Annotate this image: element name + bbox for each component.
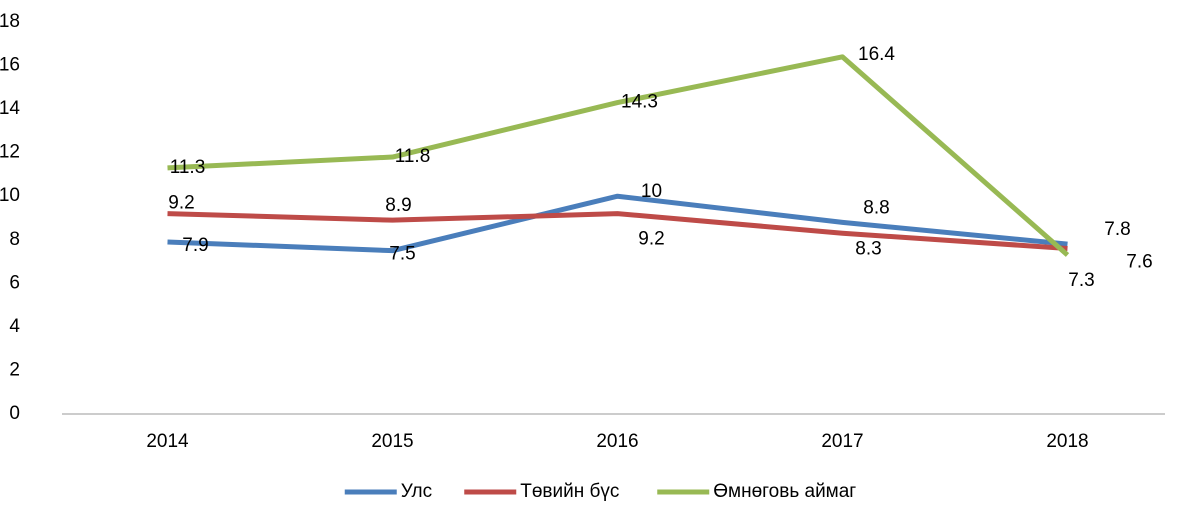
x-tick-label: 2017	[821, 431, 863, 452]
y-tick-label: 12	[0, 142, 20, 163]
data-label: 9.2	[168, 193, 194, 214]
legend-label: Төвийн бүс	[520, 481, 619, 502]
data-label: 8.8	[863, 197, 889, 218]
x-tick-label: 2016	[596, 431, 638, 452]
data-label: 8.3	[855, 238, 881, 259]
data-label: 16.4	[858, 44, 895, 65]
legend-label: Өмнөговь аймаг	[713, 481, 856, 502]
data-label: 11.8	[395, 146, 431, 167]
legend-label: Улс	[401, 481, 432, 502]
y-tick-label: 14	[0, 98, 20, 119]
data-label: 7.5	[389, 244, 415, 265]
series-line	[167, 211, 1068, 251]
x-tick-label: 2015	[371, 431, 413, 452]
y-tick-label: 16	[0, 55, 20, 76]
series-line	[167, 193, 1068, 254]
data-label: 7.6	[1126, 252, 1152, 273]
data-label: 8.9	[385, 195, 411, 216]
data-label: 7.8	[1104, 219, 1130, 240]
x-tick-label: 2018	[1046, 431, 1088, 452]
data-label: 10	[641, 181, 662, 202]
y-tick-label: 8	[9, 229, 20, 250]
data-label: 7.9	[182, 235, 208, 256]
series-line	[167, 54, 1070, 257]
y-tick-label: 4	[9, 316, 20, 337]
data-label: 11.3	[170, 157, 206, 178]
y-tick-label: 2	[9, 359, 20, 380]
y-tick-label: 10	[0, 185, 20, 206]
data-label: 14.3	[621, 92, 658, 113]
y-tick-label: 18	[0, 11, 20, 32]
data-label: 7.3	[1068, 270, 1094, 291]
y-tick-label: 6	[9, 272, 20, 293]
y-tick-label: 0	[9, 403, 20, 424]
data-label: 9.2	[638, 229, 664, 250]
x-tick-label: 2014	[146, 431, 189, 452]
